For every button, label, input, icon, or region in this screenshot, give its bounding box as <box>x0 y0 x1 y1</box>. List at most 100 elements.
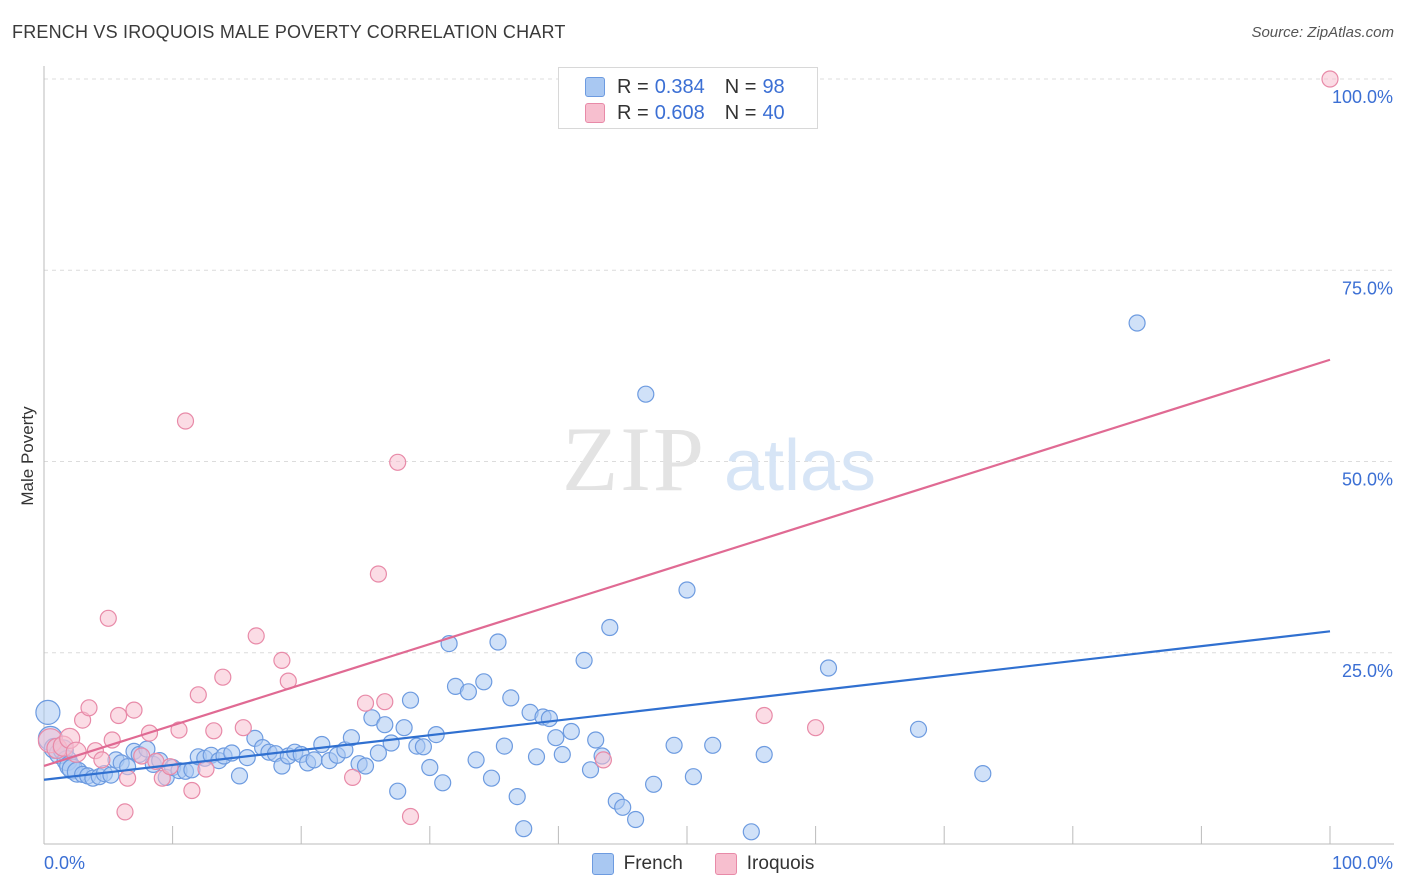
iroquois-point <box>594 751 613 769</box>
iroquois-point <box>109 706 128 725</box>
iroquois-point <box>116 803 134 821</box>
chart-title: FRENCH VS IROQUOIS MALE POVERTY CORRELAT… <box>12 22 566 42</box>
iroquois-point <box>176 412 195 430</box>
watermark: ZIP atlas <box>562 408 876 510</box>
french-point <box>527 748 546 766</box>
french-point <box>459 683 477 701</box>
watermark-atlas: atlas <box>724 426 876 506</box>
x-tick-label: 100.0% <box>1332 853 1393 873</box>
legend-r-label: R = <box>617 75 649 98</box>
y-tick-label: 100.0% <box>1332 87 1393 107</box>
iroquois-point <box>170 721 188 739</box>
french-point <box>601 618 619 637</box>
iroquois-point <box>401 807 420 826</box>
tick-labels: 25.0% 50.0% 75.0% 100.0% 0.0% 100.0% <box>44 87 1393 873</box>
iroquois-point <box>65 741 87 763</box>
french-point <box>704 736 722 754</box>
legend-swatch-iroquois <box>585 103 605 123</box>
french-point <box>819 659 838 677</box>
french-point <box>356 757 375 775</box>
french-point <box>587 731 605 749</box>
french-point <box>414 738 432 756</box>
french-point <box>369 744 387 762</box>
iroquois-point <box>93 751 111 769</box>
french-point <box>495 737 513 755</box>
french-point <box>389 782 407 800</box>
legend-n-value: 40 <box>762 101 785 124</box>
french-point <box>626 810 645 829</box>
series-legend-french[interactable]: French <box>591 853 683 875</box>
french-point <box>508 787 526 806</box>
legend-r-value: 0.384 <box>654 75 705 98</box>
iroquois-point <box>376 693 394 711</box>
iroquois-point <box>189 686 207 704</box>
french-point <box>35 699 61 726</box>
french-point <box>434 774 452 792</box>
y-axis-label: Male Poverty <box>18 406 37 506</box>
french-point <box>644 775 663 793</box>
french-point <box>305 751 323 769</box>
series-swatch-french <box>591 853 614 875</box>
french-point <box>502 689 520 707</box>
french-point <box>515 820 533 838</box>
french-point <box>376 716 394 734</box>
legend-swatch-french <box>585 77 605 97</box>
french-point <box>755 745 773 764</box>
iroquois-point <box>118 769 137 787</box>
french-point <box>230 767 249 785</box>
watermark-zip: ZIP <box>562 408 706 510</box>
french-point <box>909 720 928 738</box>
iroquois-point <box>133 747 151 765</box>
iroquois-trendline <box>43 358 1331 768</box>
french-point <box>342 729 360 747</box>
iroquois-point <box>197 760 215 778</box>
french-point <box>401 691 420 709</box>
french-point <box>678 581 696 599</box>
legend-n-label: N = <box>724 101 757 124</box>
trendlines <box>43 358 1331 781</box>
series-swatch-iroquois <box>714 853 737 875</box>
french-point <box>395 719 413 737</box>
french-point <box>553 745 571 764</box>
iroquois-point <box>369 565 387 583</box>
legend-n-label: N = <box>724 75 757 98</box>
x-tick-label: 0.0% <box>44 853 85 873</box>
french-point <box>467 751 485 769</box>
french-point <box>382 734 400 752</box>
french-point <box>742 823 760 841</box>
french-point <box>665 736 683 754</box>
french-point <box>614 798 632 816</box>
french-point <box>974 764 992 783</box>
series-legend: French Iroquois <box>0 851 1406 877</box>
iroquois-point <box>273 651 291 670</box>
series-legend-iroquois[interactable]: Iroquois <box>714 853 814 875</box>
french-point <box>421 758 439 777</box>
iroquois-point <box>183 781 201 800</box>
iroquois-point <box>205 722 223 740</box>
iroquois-point <box>80 699 98 717</box>
series-label-french: French <box>623 853 683 874</box>
legend-r-value: 0.608 <box>654 101 705 124</box>
french-point <box>540 709 559 728</box>
legend-r-label: R = <box>617 101 649 124</box>
french-trendline <box>43 630 1331 781</box>
french-point <box>482 769 501 787</box>
iroquois-point <box>99 609 117 627</box>
french-point <box>562 722 580 741</box>
legend-row-iroquois: R = 0.608 N = 40 <box>585 101 785 125</box>
source-label: Source: ZipAtlas.com <box>1251 24 1394 41</box>
iroquois-point <box>214 668 232 686</box>
legend-n-value: 98 <box>762 75 785 98</box>
grid-lines <box>44 78 1394 654</box>
french-point <box>581 761 600 779</box>
y-tick-label: 75.0% <box>1342 278 1393 298</box>
french-point <box>313 735 331 754</box>
iroquois-point <box>125 701 143 719</box>
iroquois-point <box>389 453 407 471</box>
french-point <box>547 729 565 747</box>
iroquois-points <box>37 70 1339 826</box>
y-tick-label: 25.0% <box>1342 661 1393 681</box>
legend-row-french: R = 0.384 N = 98 <box>585 75 785 99</box>
iroquois-point <box>234 719 252 737</box>
